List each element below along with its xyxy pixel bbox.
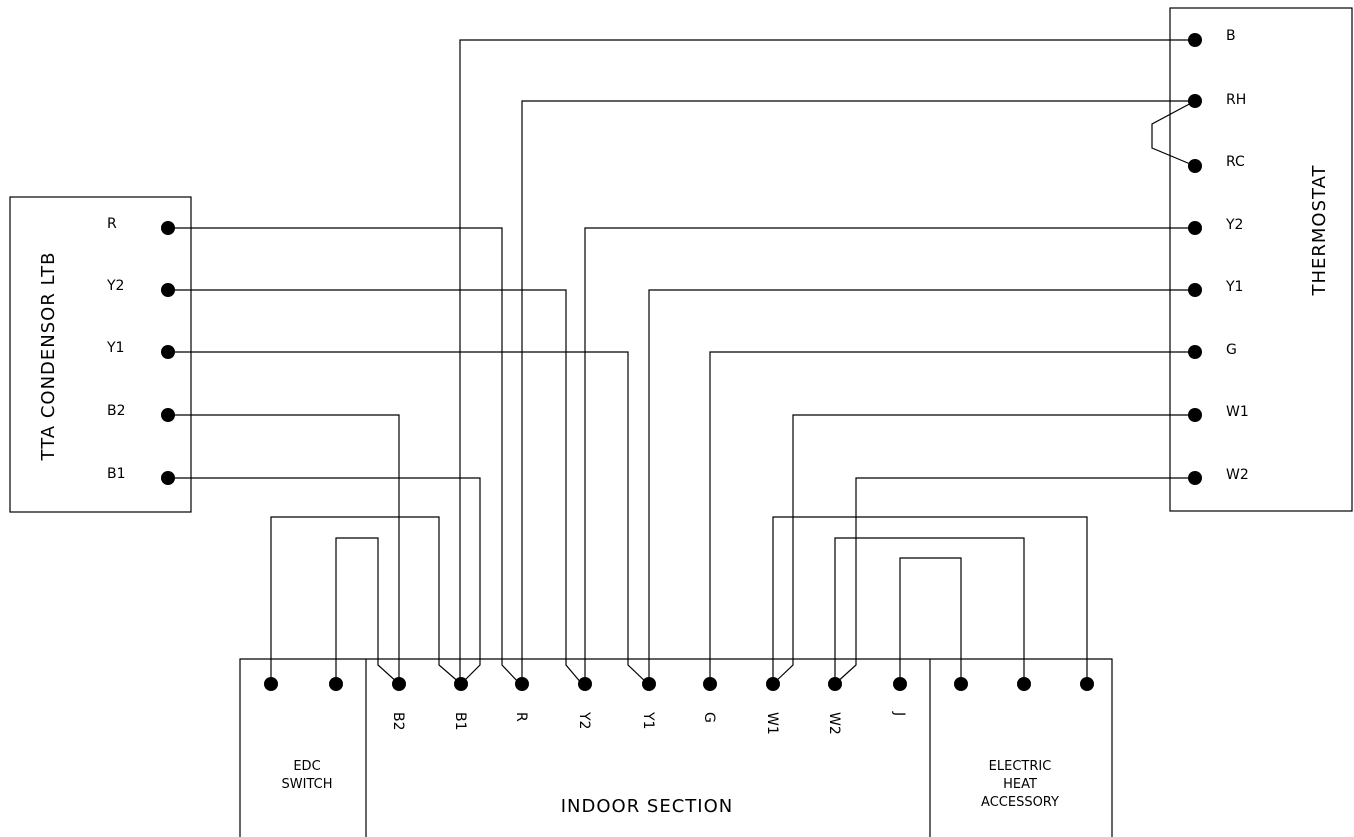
indoor-terminal-dot bbox=[642, 677, 656, 691]
condenser-label-b1: B1 bbox=[107, 466, 126, 482]
indoor-label-g: G bbox=[701, 712, 717, 723]
indoor-title: INDOOR SECTION bbox=[561, 796, 734, 817]
wire-thermostat-rh-rc-jumper bbox=[1151, 100, 1196, 167]
edc-label-line2: SWITCH bbox=[282, 777, 333, 792]
indoor-label-w1: W1 bbox=[764, 712, 780, 735]
thermostat-box bbox=[1169, 7, 1353, 512]
condenser-label-y2: Y2 bbox=[106, 278, 124, 294]
terminal-dot bbox=[161, 221, 175, 235]
wires bbox=[168, 39, 1196, 685]
condenser-label-y1: Y1 bbox=[106, 340, 124, 356]
thermostat-label-y2: Y2 bbox=[1225, 217, 1243, 233]
bottom-terminals: B2 B1 R Y2 Y1 G W1 W2 J bbox=[264, 677, 1094, 735]
terminal-dot bbox=[161, 408, 175, 422]
heat-terminal-dot bbox=[1080, 677, 1094, 691]
terminal-dot bbox=[1188, 283, 1202, 297]
indoor-terminal-dot bbox=[454, 677, 468, 691]
condenser-terminals: R Y2 Y1 B2 B1 TTA CONDENSOR LTB bbox=[38, 216, 175, 485]
indoor-terminal-dot bbox=[392, 677, 406, 691]
thermostat-label-b: B bbox=[1226, 28, 1236, 44]
thermostat-title: THERMOSTAT bbox=[1309, 164, 1330, 296]
terminal-dot bbox=[1188, 94, 1202, 108]
heat-label-line3: ACCESSORY bbox=[981, 795, 1059, 810]
wire-edc-inner bbox=[335, 537, 400, 685]
terminal-dot bbox=[1188, 345, 1202, 359]
heat-label-line1: ELECTRIC bbox=[989, 759, 1052, 774]
thermostat-label-rc: RC bbox=[1226, 154, 1245, 170]
wire-thermostat-w1 bbox=[772, 414, 1195, 685]
thermostat-label-g: G bbox=[1226, 342, 1237, 358]
indoor-label-y2: Y2 bbox=[576, 711, 592, 729]
thermostat-label-w1: W1 bbox=[1226, 404, 1249, 420]
wire-thermostat-w2 bbox=[834, 477, 1195, 685]
indoor-terminal-dot bbox=[893, 677, 907, 691]
terminal-dot bbox=[1188, 33, 1202, 47]
wire-condenser-y1 bbox=[168, 351, 649, 685]
indoor-terminal-dot bbox=[578, 677, 592, 691]
condenser-label-r: R bbox=[107, 216, 117, 232]
wire-thermostat-rh bbox=[521, 100, 1195, 684]
wire-heat-middle bbox=[834, 537, 1025, 684]
heat-terminal-dot bbox=[1017, 677, 1031, 691]
wire-heat-inner bbox=[899, 557, 962, 684]
indoor-label-y1: Y1 bbox=[640, 711, 656, 729]
wire-thermostat-y1 bbox=[648, 289, 1195, 684]
terminal-dot bbox=[161, 345, 175, 359]
heat-label-line2: HEAT bbox=[1003, 777, 1037, 792]
terminal-dot bbox=[161, 471, 175, 485]
heat-terminal-dot bbox=[954, 677, 968, 691]
thermostat-terminals: B RH RC Y2 Y1 G W1 W2 THERMOSTAT bbox=[1188, 28, 1330, 485]
thermostat-label-w2: W2 bbox=[1226, 467, 1249, 483]
terminal-dot bbox=[1188, 159, 1202, 173]
thermostat-label-y1: Y1 bbox=[1225, 279, 1243, 295]
indoor-label-b1: B1 bbox=[452, 712, 468, 731]
wire-edc-outer bbox=[270, 516, 462, 685]
indoor-label-b2: B2 bbox=[390, 712, 406, 731]
indoor-terminal-dot bbox=[515, 677, 529, 691]
edc-terminal-dot bbox=[329, 677, 343, 691]
edc-terminal-dot bbox=[264, 677, 278, 691]
wire-thermostat-g bbox=[709, 351, 1195, 684]
wire-condenser-b1 bbox=[168, 477, 481, 685]
indoor-terminal-dot bbox=[703, 677, 717, 691]
indoor-terminal-dot bbox=[766, 677, 780, 691]
condenser-box bbox=[9, 196, 192, 513]
indoor-label-r: R bbox=[513, 712, 529, 722]
indoor-terminal-dot bbox=[828, 677, 842, 691]
terminal-dot bbox=[1188, 471, 1202, 485]
bottom-panel bbox=[239, 658, 1113, 837]
terminal-dot bbox=[1188, 408, 1202, 422]
indoor-label-w2: W2 bbox=[826, 712, 842, 735]
terminal-dot bbox=[161, 283, 175, 297]
indoor-label-j: J bbox=[891, 711, 907, 716]
wire-heat-outer bbox=[772, 516, 1088, 684]
condenser-label-b2: B2 bbox=[107, 403, 126, 419]
wire-thermostat-y2 bbox=[584, 227, 1195, 684]
wire-condenser-y2 bbox=[168, 289, 583, 685]
edc-label-line1: EDC bbox=[293, 759, 320, 774]
thermostat-label-rh: RH bbox=[1226, 92, 1246, 108]
wire-condenser-r bbox=[168, 227, 521, 685]
condenser-title: TTA CONDENSOR LTB bbox=[38, 252, 59, 462]
wire-condenser-b2 bbox=[168, 414, 400, 684]
wire-thermostat-b bbox=[459, 39, 1195, 684]
terminal-dot bbox=[1188, 221, 1202, 235]
